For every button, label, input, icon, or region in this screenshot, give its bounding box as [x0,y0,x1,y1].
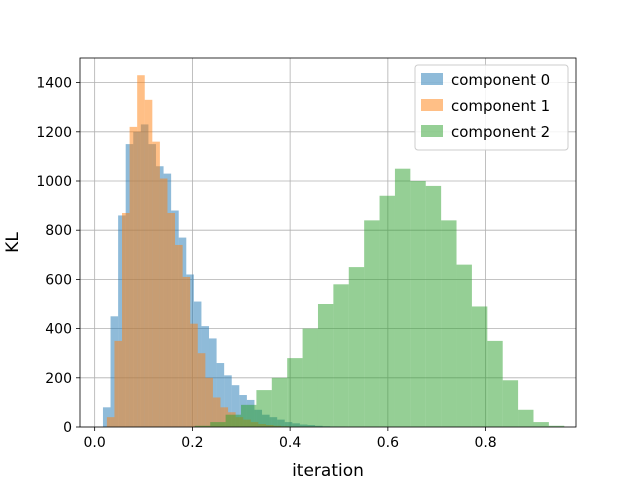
bar [175,244,183,427]
bar [137,75,145,427]
bar [364,220,380,427]
bar [533,422,549,427]
bar [102,407,111,427]
bar [220,407,229,427]
x-tick-label: 0.6 [377,435,399,451]
bar [224,375,232,427]
bar [231,385,240,427]
bar [456,264,472,427]
bar [256,390,272,427]
legend-box [414,64,569,151]
bar [212,397,221,427]
bar [518,409,534,427]
x-tick-label: 0.4 [279,435,301,451]
x-tick-label: 0.2 [181,435,203,451]
bar [394,168,411,427]
bar [287,358,303,427]
plot-frame [79,57,577,428]
bar [129,126,138,427]
bar [194,425,211,427]
legend-swatch [421,73,443,85]
y-tick-label: 400 [45,322,72,338]
bar [317,304,334,427]
legend-label: component 2 [451,123,550,141]
legend-swatch [421,99,443,111]
bar [190,323,198,427]
bar [114,340,123,427]
bar [487,340,503,427]
axis-ticks: 0.0 0.2 0.4 0.6 0.8 0 200 400 600 800 1000 1200 1400 [36,76,496,451]
y-tick-label: 0 [63,420,72,436]
bar [110,316,119,427]
y-tick-label: 200 [45,371,72,387]
bar [118,215,126,427]
bar [502,380,519,427]
bar [348,267,365,427]
bar [333,284,349,427]
y-tick-label: 600 [45,272,72,288]
y-axis-label: KL [3,232,23,253]
bar [225,414,242,427]
bar [271,377,288,427]
legend-label: component 1 [451,97,550,115]
bar [152,141,160,427]
histogram-bars [102,75,565,428]
bar [425,185,442,427]
bar [197,353,206,427]
bar [122,212,130,427]
legend: component 0 component 1 component 2 [414,64,569,151]
bar [144,99,153,427]
bar [106,417,115,427]
x-tick-label: 0.8 [474,435,496,451]
series-1 [106,75,319,427]
legend-swatch [421,125,443,137]
x-tick-label: 0.0 [84,435,106,451]
bar [210,422,226,427]
bar [441,220,457,427]
bar [241,404,257,427]
bar [471,306,488,427]
bar [159,178,168,427]
bar [205,377,213,427]
y-tick-label: 1000 [36,174,72,190]
bar [302,328,318,427]
x-axis-label: iteration [292,461,364,480]
series-2 [194,168,565,427]
bar [182,276,191,427]
legend-label: component 0 [451,71,550,89]
y-tick-label: 1200 [36,125,72,141]
bar [379,195,395,427]
bar [167,212,176,427]
bar [410,181,426,427]
bar [216,363,225,427]
y-tick-label: 1400 [36,76,72,92]
y-tick-label: 800 [45,223,72,239]
bar [548,425,565,427]
